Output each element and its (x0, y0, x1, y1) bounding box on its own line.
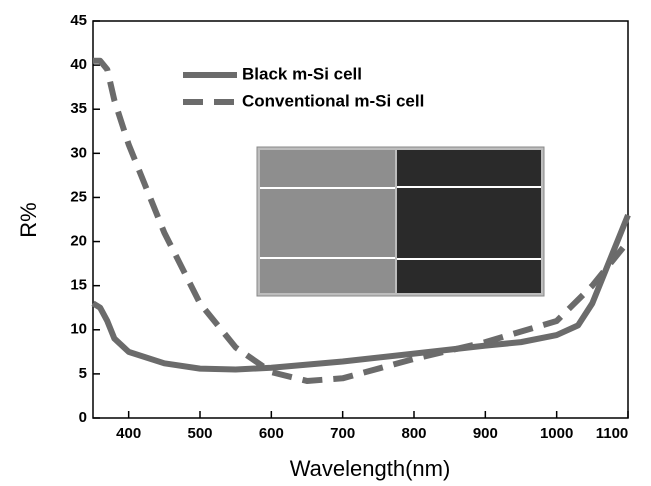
x-tick-label: 1000 (540, 425, 573, 442)
x-tick-label: 800 (401, 425, 426, 442)
inset-photo (256, 146, 545, 297)
series-line (93, 57, 631, 384)
x-tick-label: 1100 (596, 425, 629, 442)
y-tick-label: 15 (70, 277, 87, 294)
y-tick-label: 45 (70, 12, 87, 29)
y-tick-label: 35 (70, 100, 87, 117)
legend-label: Black m-Si cell (242, 64, 362, 83)
y-tick-label: 10 (70, 321, 87, 338)
y-tick-label: 5 (79, 365, 87, 382)
y-tick-label: 40 (70, 56, 87, 73)
x-axis-label: Wavelength(nm) (290, 456, 451, 481)
y-tick-label: 0 (79, 409, 87, 426)
x-tick-label: 900 (473, 425, 498, 442)
x-tick-label: 400 (116, 425, 141, 442)
x-tick-label: 700 (330, 425, 355, 442)
y-tick-label: 30 (70, 144, 87, 161)
legend-label: Conventional m-Si cell (242, 91, 424, 110)
x-tick-label: 500 (187, 425, 212, 442)
x-tick-label: 600 (259, 425, 284, 442)
y-tick-label: 25 (70, 188, 87, 205)
y-axis-label: R% (16, 202, 41, 237)
series-line (91, 213, 631, 373)
y-tick-label: 20 (70, 233, 87, 250)
